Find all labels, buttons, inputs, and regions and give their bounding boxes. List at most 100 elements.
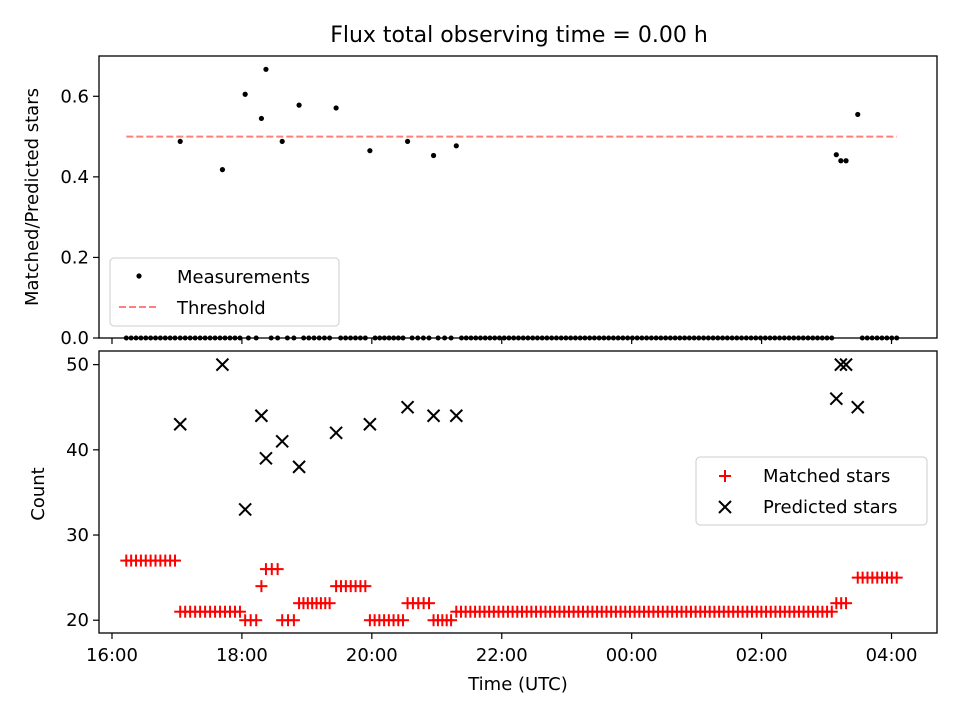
measurement-point	[242, 91, 248, 97]
ratio-x-axis	[111, 338, 893, 344]
measurement-point	[767, 335, 773, 341]
measurement-point	[791, 335, 797, 341]
measurement-point	[123, 335, 129, 341]
predicted-star-point	[259, 451, 273, 466]
measurement-point	[187, 335, 193, 341]
matched-star-point	[287, 614, 300, 627]
measurement-point	[515, 335, 521, 341]
measurement-point	[352, 335, 358, 341]
predicted-legend-label: Predicted stars	[763, 497, 897, 518]
measurement-point	[758, 335, 764, 341]
measurement-point	[453, 143, 459, 149]
measurement-point	[381, 335, 387, 341]
count-y-tick-label: 20	[66, 610, 89, 631]
measurement-point	[362, 335, 368, 341]
measurement-point	[582, 335, 588, 341]
measurement-point	[587, 335, 593, 341]
measurement-point	[800, 335, 806, 341]
measurement-point	[511, 335, 517, 341]
measurement-point	[321, 335, 327, 341]
measurement-point	[386, 335, 392, 341]
ratio-y-tick-label: 0.2	[60, 247, 89, 268]
measurement-point	[316, 335, 322, 341]
measurement-point	[182, 335, 188, 341]
predicted-star-point	[292, 460, 306, 474]
count-y-axis: 20 30 40 50	[66, 355, 99, 631]
measurement-point	[753, 335, 759, 341]
predicted-star-point	[829, 392, 844, 406]
measurement-point	[333, 105, 339, 111]
measurement-point	[268, 335, 274, 341]
measurement-point	[377, 335, 383, 341]
measurements-legend-marker	[136, 273, 142, 279]
matched-star-point	[397, 614, 410, 627]
measurement-point	[291, 335, 297, 341]
measurement-point	[553, 335, 559, 341]
measurement-point	[172, 335, 178, 341]
measurement-point	[805, 335, 811, 341]
measurement-point	[739, 335, 745, 341]
measurement-point	[563, 335, 569, 341]
measurement-point	[448, 335, 454, 341]
measurement-point	[492, 335, 498, 341]
ratio-y-tick-label: 0.0	[60, 328, 89, 349]
count-y-tick-label: 50	[66, 355, 89, 376]
measurement-point	[843, 158, 849, 164]
predicted-star-point	[839, 357, 853, 372]
matched-star-point	[840, 597, 853, 610]
measurement-point	[558, 335, 564, 341]
measurement-point	[301, 335, 307, 341]
measurement-point	[682, 335, 688, 341]
measurement-point	[167, 335, 173, 341]
figure-title: Flux total observing time = 0.00 h	[330, 23, 708, 48]
matched-star-point	[890, 571, 903, 584]
measurement-point	[864, 335, 870, 341]
measurement-point	[577, 335, 583, 341]
measurement-point	[442, 335, 448, 341]
ratio-legend-box	[109, 257, 340, 327]
measurement-point	[724, 335, 730, 341]
measurement-point	[357, 335, 363, 341]
measurement-point	[348, 335, 354, 341]
time-x-tick-label: 02:00	[736, 645, 788, 666]
measurement-point	[691, 335, 697, 341]
measurement-point	[572, 335, 578, 341]
measurement-point	[395, 335, 401, 341]
measurement-point	[544, 335, 550, 341]
measurement-point	[815, 335, 821, 341]
measurement-point	[473, 335, 479, 341]
time-x-tick-label: 00:00	[606, 645, 658, 666]
measurement-point	[715, 335, 721, 341]
matched-star-point	[233, 605, 246, 618]
measurement-point	[672, 335, 678, 341]
threshold-legend-label: Threshold	[176, 298, 266, 319]
measurement-point	[197, 335, 203, 341]
measurement-point	[859, 335, 865, 341]
measurement-point	[620, 335, 626, 341]
measurement-point	[487, 335, 493, 341]
measurement-point	[884, 335, 890, 341]
measurement-point	[232, 335, 238, 341]
measurement-point	[625, 335, 631, 341]
predicted-star-point	[275, 434, 289, 449]
measurement-point	[874, 335, 880, 341]
measurement-point	[677, 335, 683, 341]
matched-legend-label: Matched stars	[763, 466, 890, 487]
count-legend-box	[695, 456, 928, 526]
measurement-point	[391, 335, 397, 341]
measurement-point	[426, 335, 432, 341]
measurement-point	[477, 335, 483, 341]
matched-star-point	[323, 597, 336, 610]
measurement-point	[143, 335, 149, 341]
predicted-star-point	[426, 409, 441, 423]
measurement-point	[217, 335, 223, 341]
measurement-point	[501, 335, 507, 341]
predicted-star-point	[400, 400, 415, 414]
ratio-y-tick-label: 0.4	[60, 167, 89, 188]
measurement-point	[777, 335, 783, 341]
measurement-point	[606, 335, 612, 341]
count-y-tick-label: 40	[66, 440, 89, 461]
measurement-point	[212, 335, 218, 341]
predicted-star-point	[215, 357, 230, 372]
measurements-legend-label: Measurements	[177, 267, 310, 288]
